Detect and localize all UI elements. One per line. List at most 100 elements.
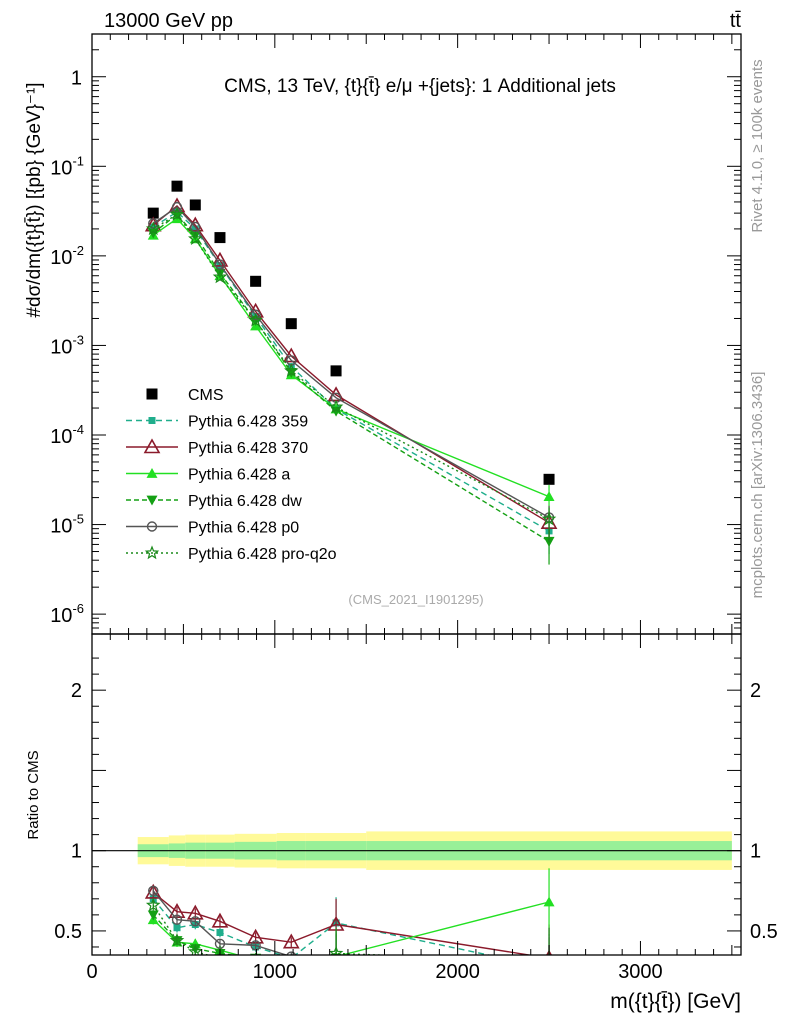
y-tick-label: 10-6 — [50, 601, 84, 627]
x-tick-label: 1000 — [253, 961, 298, 983]
ratio-point — [145, 897, 161, 912]
data-point — [189, 230, 201, 241]
ratio-y-axis-label: Ratio to CMS — [25, 750, 42, 839]
data-point — [330, 365, 342, 377]
ratio-point — [250, 940, 261, 951]
ratio-point — [211, 912, 229, 928]
data-point — [285, 318, 297, 330]
ratio-point — [173, 924, 181, 932]
axes: 10-6 10-5 10-4 10-3 10-2 10-1 1 0 1000 2000 3000 0.… — [50, 33, 778, 983]
ratio-point — [214, 938, 226, 949]
data-point — [191, 225, 199, 233]
data-point — [287, 363, 295, 371]
main-series — [144, 180, 558, 565]
main-frame — [91, 33, 742, 635]
data-point — [149, 223, 157, 231]
ratio-point — [216, 929, 224, 937]
data-point — [169, 206, 185, 221]
ratio-y-tick-label-right: 0.5 — [750, 921, 778, 943]
chart-title: CMS, 13 TeV, {t}{t̄} e/μ +{jets}: 1 Addi… — [224, 76, 616, 97]
ratio-point — [147, 910, 159, 921]
energy-label: 13000 GeV pp — [104, 10, 233, 32]
ratio-point — [545, 967, 554, 976]
ratio-point — [548, 953, 550, 955]
data-point — [145, 221, 161, 236]
ratio-line — [152, 901, 550, 955]
ratio-point — [334, 954, 339, 955]
y-tick-label: 10-3 — [50, 332, 84, 358]
legend: CMS Pythia 6.428 359 Pythia 6.428 370 Pythi… — [126, 387, 337, 563]
ratio-line — [152, 891, 534, 955]
data-point — [248, 312, 263, 327]
ratio-line — [152, 904, 398, 955]
series-line-pythia-6-428-370 — [152, 205, 550, 524]
ratio-y-tick-label: 1 — [71, 841, 82, 863]
ratio-point — [282, 933, 300, 949]
data-point — [214, 259, 226, 270]
x-tick-label: 2000 — [435, 961, 480, 983]
data-point — [541, 511, 557, 526]
legend-entry-pythia-6-428-pro-q2o: Pythia 6.428 pro-q2o — [126, 545, 337, 563]
data-point — [147, 207, 159, 219]
ratio-y-tick-label-right: 1 — [750, 841, 761, 863]
y-tick-label: 10-5 — [50, 512, 84, 538]
legend-marker — [148, 417, 156, 424]
data-point — [188, 231, 203, 246]
data-point — [250, 309, 261, 320]
legend-entry-pythia-6-428-a: Pythia 6.428 a — [126, 467, 290, 484]
y-tick-label: 10-1 — [50, 153, 84, 179]
ratio-point — [190, 916, 201, 927]
ratio-frame — [91, 633, 742, 956]
series-line-pythia-6-428-pro-q2o — [152, 213, 550, 520]
legend-entry-pythia-6-428-p0: Pythia 6.428 p0 — [126, 520, 299, 537]
process-label: tt̄ — [730, 10, 742, 32]
data-point — [212, 269, 228, 284]
legend-label: Pythia 6.428 370 — [188, 440, 308, 457]
ratio-point — [543, 896, 555, 907]
legend-marker — [146, 495, 158, 506]
legend-entry-cms: CMS — [146, 387, 224, 404]
ratio-y-tick-label-right: 2 — [750, 680, 761, 702]
ratio-y-tick-label: 0.5 — [54, 921, 82, 943]
data-point — [189, 199, 201, 211]
ratio-line — [152, 898, 492, 955]
rivet-label: Rivet 4.1.0, ≥ 100k events — [749, 59, 766, 232]
data-point — [214, 232, 226, 244]
legend-marker — [146, 388, 158, 400]
legend-entry-pythia-6-428-359: Pythia 6.428 359 — [126, 414, 308, 431]
ratio-line — [152, 890, 289, 955]
ratio-y-tick-label: 2 — [71, 680, 82, 702]
data-point — [171, 201, 183, 213]
ratio-point — [544, 975, 555, 985]
legend-marker — [144, 545, 160, 560]
data-point — [543, 491, 555, 502]
ratio-point — [169, 932, 185, 947]
ratio-point — [328, 945, 344, 955]
y-tick-label: 10-2 — [50, 243, 84, 269]
series-cms — [147, 180, 555, 485]
y-tick-label: 1 — [71, 68, 82, 90]
legend-label: Pythia 6.428 pro-q2o — [188, 546, 337, 563]
x-tick-label: 3000 — [618, 961, 663, 983]
legend-entry-pythia-6-428-dw: Pythia 6.428 dw — [126, 493, 302, 510]
legend-marker — [146, 521, 158, 532]
legend-label: CMS — [188, 387, 224, 404]
ratio-series — [144, 868, 555, 985]
data-point — [214, 268, 226, 279]
main-y-axis-label: #dσ/dm({t}{t̄}) [{pb} {GeV}⁻¹] — [24, 82, 45, 317]
x-tick-label: 0 — [86, 961, 97, 983]
ratio-point — [148, 885, 159, 896]
data-point — [328, 399, 344, 414]
ratio-series-pythia-6-428-370 — [144, 883, 553, 955]
legend-entry-pythia-6-428-370: Pythia 6.428 370 — [126, 438, 308, 457]
legend-marker — [143, 438, 161, 454]
series-pythia-6-428-pro-q2o — [145, 206, 557, 543]
data-point — [543, 473, 555, 485]
legend-label: Pythia 6.428 359 — [188, 414, 308, 431]
ratio-series-pythia-6-428-a — [147, 868, 555, 955]
ratio-series-pythia-6-428-p0 — [148, 885, 554, 976]
ratio-uncertainty-band — [92, 831, 741, 870]
analysis-watermark: (CMS_2021_I1901295) — [348, 592, 483, 607]
legend-label: Pythia 6.428 dw — [188, 493, 302, 510]
